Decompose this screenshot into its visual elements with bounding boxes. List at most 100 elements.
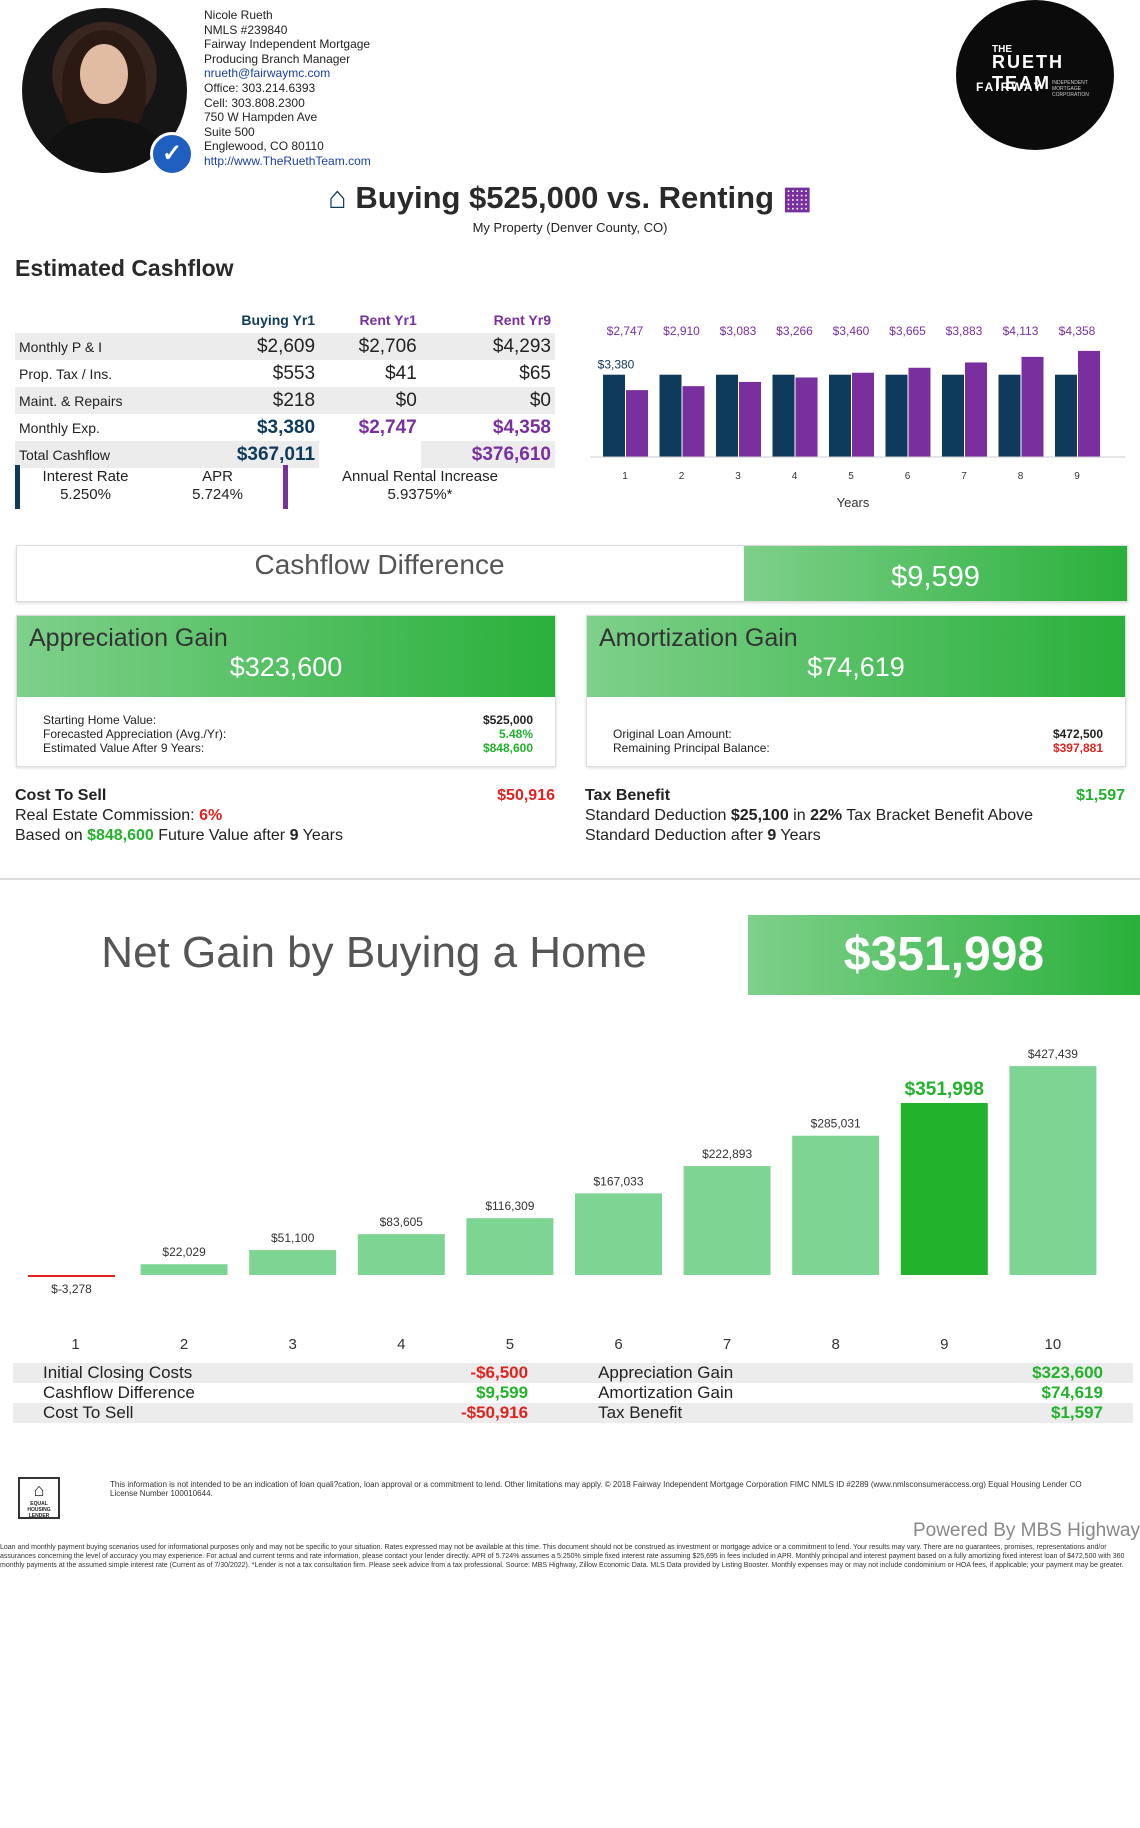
agent-website-link[interactable]: http://www.TheRuethTeam.com [204,153,371,168]
cashflow-difference-value: $9,599 [744,546,1127,601]
annual-rent-increase: Annual Rental Increase 5.9375%* [342,468,498,503]
amortization-card: Amortization Gain $74,619 Original Loan … [586,615,1126,767]
buy-bar [998,374,1021,457]
net-gain-bar [28,1275,115,1277]
x-tick-label: 3 [735,471,741,482]
powered-by: Powered By MBS Highway [912,1520,1140,1541]
buy-bar [942,374,964,457]
agent-office: Office: 303.214.6393 [204,80,316,95]
x-tick-label: 8 [832,1336,840,1353]
x-tick-label: 2 [679,471,685,482]
table-row: Monthly P & I $2,609 $2,706 $4,293 [15,333,555,360]
cashflow-difference-card: Cashflow Difference $9,599 [16,545,1128,602]
rent-rate-marker [283,465,288,509]
net-gain-bar [357,1234,445,1275]
buy-bar [772,374,795,457]
property-subtitle: My Property (Denver County, CO) [472,220,668,235]
appreciation-title: Appreciation Gain [29,624,228,652]
rent-bar [965,362,987,457]
net-gain-title: Net Gain by Buying a Home [101,928,647,977]
page-title: ⌂ Buying $525,000 vs. Renting ▦ [328,180,812,215]
net-gain-chart: $-3,278 1 $22,029 2 $51,100 3 $83,605 4 $116,309… [28,1047,1097,1353]
table-row: Maint. & Repairs $218 $0 $0 [15,387,555,414]
net-gain-bar [466,1218,554,1275]
rent-bar [1078,350,1100,457]
disclaimer-bottom: Loan and monthly payment buying scenario… [0,1544,1125,1569]
net-gain-bar-label: $427,439 [1028,1047,1078,1061]
disclaimer-top: This information is not intended to be a… [110,1480,1082,1498]
x-tick-label: 7 [723,1336,731,1353]
x-tick-label: 2 [180,1336,188,1353]
net-gain-bar-label: $-3,278 [51,1282,92,1296]
net-gain-bar-label: $116,309 [485,1199,534,1213]
agent-photo [22,8,187,173]
buy-bar [885,374,908,457]
monthly-expense-chart: $2,747 1 $2,910 2 $3,083 3 $3,266 4 $3,460 5 $3,66… [590,324,1125,510]
buy-bar [603,374,625,457]
apr: APR 5.724% [192,468,243,503]
house-icon: ⌂ [328,180,347,215]
rent-bar-label: $4,358 [1059,324,1096,338]
net-gain-bar-label: $222,893 [702,1147,752,1161]
table-row: Prop. Tax / Ins. $553 $41 $65 [19,362,551,384]
agent-address1: 750 W Hampden Ave [204,110,318,125]
agent-email-link[interactable]: nrueth@fairwaymc.com [204,66,331,81]
buy-bar [829,374,851,457]
net-gain-bar-label: $51,100 [271,1231,315,1245]
rent-bar-label: $3,460 [833,324,870,338]
net-gain-bar [683,1166,771,1275]
buy-bar [716,374,738,457]
x-tick-label: 9 [1074,471,1080,482]
rent-bar [1021,356,1044,457]
x-axis-title: Years [837,495,870,510]
agent-cell: Cell: 303.808.2300 [204,95,305,110]
buy-rate-marker [15,465,20,509]
x-tick-label: 4 [792,471,798,482]
appreciation-details: Starting Home Value: $525,000 Forecasted … [43,713,533,755]
building-icon: ▦ [782,180,812,215]
net-gain-bar [575,1193,662,1275]
table-row: Cashflow Difference $9,599 Amortization G… [43,1383,1103,1402]
x-tick-label: 3 [289,1336,297,1353]
rent-bar-label: $3,266 [776,324,813,338]
agent-name: Nicole Rueth [204,8,273,22]
cashflow-title: Estimated Cashflow [15,255,234,281]
amortization-title: Amortization Gain [599,624,798,652]
buy-bar-label: $3,380 [598,358,635,372]
x-tick-label: 5 [848,471,854,482]
net-gain-bar [249,1250,337,1275]
equal-housing-lender-icon: ⌂ EQUAL HOUSING LENDER [18,1477,60,1519]
table-row: Cost To Sell -$50,916 Tax Benefit $1,597 [13,1403,1133,1423]
net-gain-bar [792,1135,880,1275]
net-gain-bar-label: $351,998 [905,1079,984,1100]
x-tick-label: 4 [397,1336,405,1353]
x-tick-label: 1 [622,471,628,482]
rent-bar [626,390,648,457]
net-gain-bar-label: $285,031 [811,1117,861,1131]
net-gain-bar-label: $22,029 [162,1245,206,1259]
agent-company: Fairway Independent Mortgage [204,37,371,52]
agent-contact: Nicole Rueth NMLS #239840 Fairway Indepe… [204,8,371,169]
x-tick-label: 1 [71,1336,79,1353]
verified-check-icon: ✓ [150,132,194,176]
amortization-value: $74,619 [807,652,905,682]
buy-bar [659,374,682,457]
appreciation-card: Appreciation Gain $323,600 Starting Home… [16,615,556,767]
cost-to-sell: Cost To Sell $50,916 Real Estate Commissi… [15,787,555,844]
x-tick-label: 10 [1045,1336,1062,1353]
x-tick-label: 8 [1018,471,1024,482]
rent-bar [908,367,931,457]
agent-role: Producing Branch Manager [204,51,351,66]
x-tick-label: 6 [614,1336,622,1353]
x-tick-label: 9 [940,1336,948,1353]
rent-bar [795,377,818,457]
net-gain-bar [140,1264,228,1275]
buy-bar [1055,374,1077,457]
rent-bar [739,381,761,457]
x-tick-label: 7 [961,471,967,482]
appreciation-value: $323,600 [229,652,343,682]
amortization-details: Original Loan Amount: $472,500 Remaining … [613,727,1103,755]
divider [0,878,1140,880]
cashflow-table: Buying Yr1 Rent Yr1 Rent Yr9 Monthly P &… [15,306,555,468]
rent-bar-label: $2,910 [663,324,700,338]
